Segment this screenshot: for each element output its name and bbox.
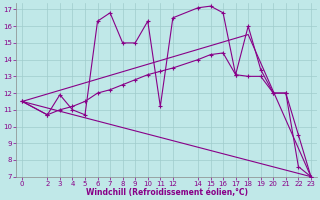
X-axis label: Windchill (Refroidissement éolien,°C): Windchill (Refroidissement éolien,°C)	[85, 188, 248, 197]
